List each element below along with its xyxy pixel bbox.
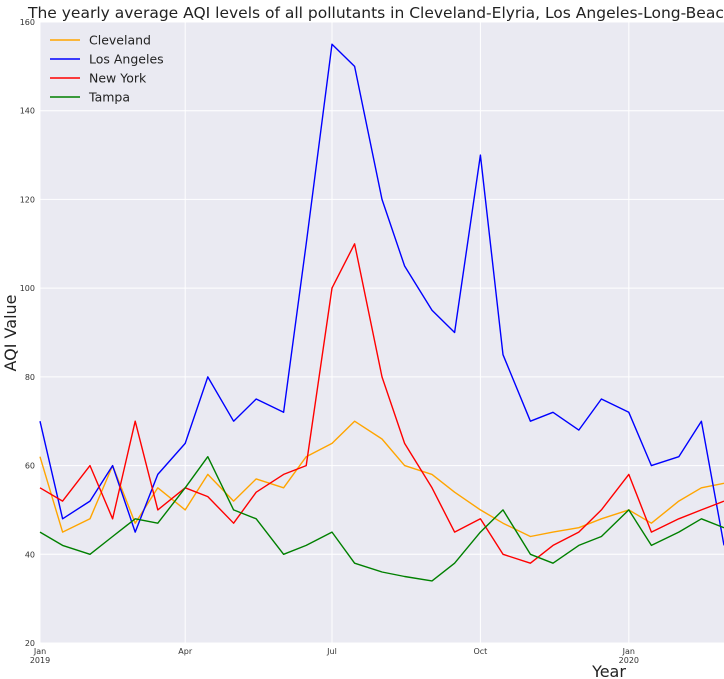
series-line-los-angeles [39,43,724,546]
y-tick-label: 40 [25,550,35,559]
series-line-cleveland [39,420,724,538]
legend-label: Tampa [88,90,130,105]
series-lines [39,43,724,582]
y-tick-label: 60 [25,462,35,471]
series-line-tampa [39,456,724,582]
legend: Cleveland Los Angeles New York Tampa [50,33,164,105]
x-axis-label: Year [591,662,626,679]
x-tick-label: Apr [178,647,193,656]
x-tick-sublabel: 2019 [30,656,50,665]
y-axis-ticks: 20 40 60 80 100 120 140 160 [20,18,35,648]
x-tick-label: Jan [622,647,635,656]
x-tick-label: Jul [326,647,337,656]
y-tick-label: 140 [20,107,35,116]
y-tick-label: 120 [20,195,35,204]
legend-label: Cleveland [89,33,151,48]
legend-label: Los Angeles [89,52,164,67]
y-tick-label: 160 [20,18,35,27]
y-axis-label: AQI Value [1,295,20,372]
y-tick-label: 80 [25,373,35,382]
y-tick-label: 100 [20,284,35,293]
chart-title: The yearly average AQI levels of all pol… [27,4,724,22]
x-tick-label: Oct [473,647,487,656]
plot-area [40,22,724,643]
series-line-new-york [39,243,724,564]
x-tick-label: Jan [33,647,46,656]
y-tick-label: 20 [25,639,35,648]
legend-label: New York [89,71,147,86]
x-tick-sublabel: 2020 [619,656,639,665]
